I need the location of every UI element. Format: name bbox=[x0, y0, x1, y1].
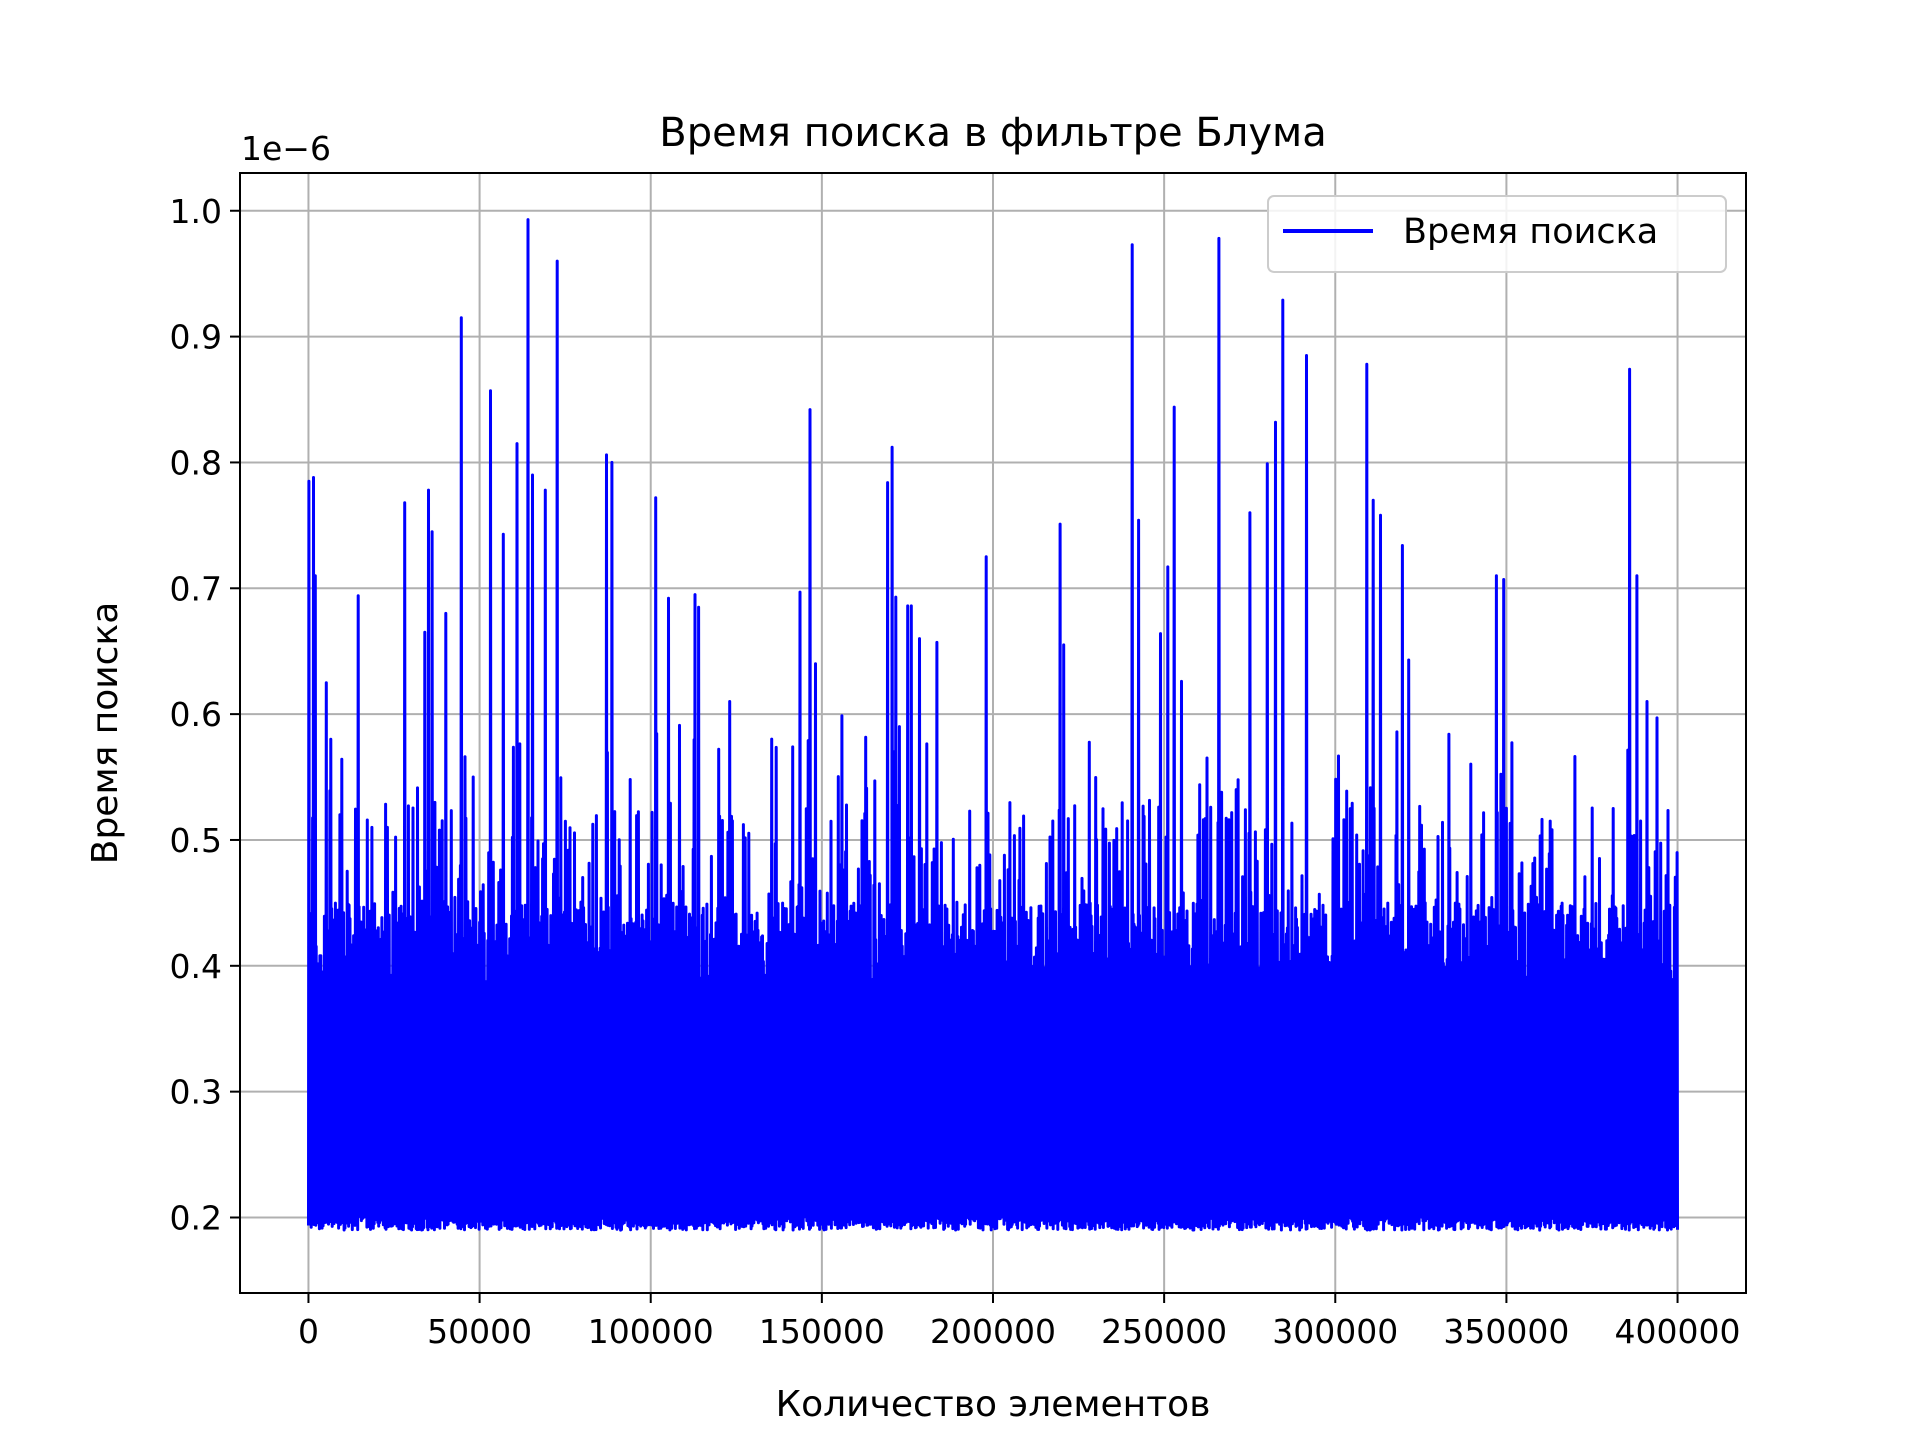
y-tick-label: 0.9 bbox=[170, 318, 222, 357]
series-line-vremya-poiska bbox=[307, 218, 1679, 1232]
y-tick-label: 1.0 bbox=[170, 192, 222, 231]
x-tick-label: 100000 bbox=[588, 1312, 714, 1351]
x-tick-label: 150000 bbox=[759, 1312, 885, 1351]
y-tick-label: 0.5 bbox=[170, 821, 222, 860]
y-tick-label: 0.8 bbox=[170, 443, 222, 482]
y-tick-label: 0.6 bbox=[170, 695, 222, 734]
legend: Время поиска bbox=[1267, 195, 1727, 273]
chart-title: Время поиска в фильтре Блума bbox=[659, 110, 1326, 156]
legend-box bbox=[1267, 195, 1727, 273]
x-tick-label: 250000 bbox=[1101, 1312, 1227, 1351]
x-tick-label: 0 bbox=[298, 1312, 319, 1351]
y-axis-scale-label: 1e−6 bbox=[241, 129, 331, 168]
x-tick-label: 200000 bbox=[930, 1312, 1056, 1351]
y-axis-label: Время поиска bbox=[85, 602, 126, 865]
y-tick-label: 0.2 bbox=[170, 1198, 222, 1237]
y-axis-ticks: 0.2 0.3 0.4 0.5 0.6 0.7 0.8 0.9 1.0 bbox=[170, 192, 240, 1237]
y-tick-label: 0.3 bbox=[170, 1073, 222, 1112]
y-tick-label: 0.7 bbox=[170, 569, 222, 608]
x-tick-label: 400000 bbox=[1615, 1312, 1741, 1351]
x-tick-label: 50000 bbox=[427, 1312, 532, 1351]
x-tick-label: 300000 bbox=[1272, 1312, 1398, 1351]
x-axis-label: Количество элементов bbox=[776, 1384, 1211, 1425]
x-tick-label: 350000 bbox=[1443, 1312, 1569, 1351]
series-layer bbox=[307, 218, 1679, 1232]
legend-label: Время поиска bbox=[1403, 212, 1658, 252]
y-tick-label: 0.4 bbox=[170, 947, 222, 986]
x-axis-ticks: 0 50000 100000 150000 200000 250000 300000 3500… bbox=[298, 1293, 1741, 1351]
